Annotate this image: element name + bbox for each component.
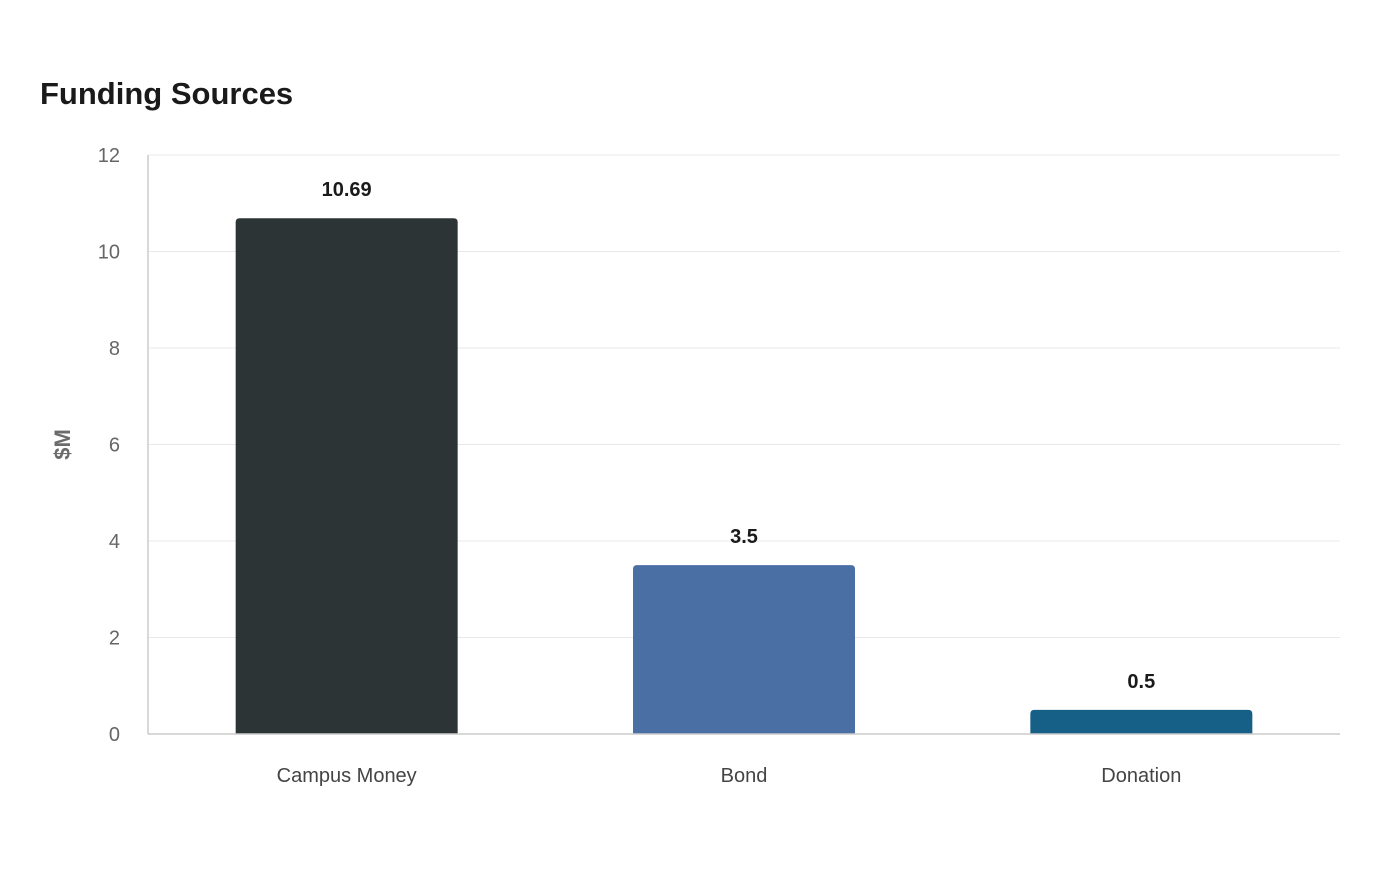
x-axis-categories: Campus Money Bond Donation (277, 765, 1182, 787)
chart-title: Funding Sources (40, 76, 294, 111)
x-category-label: Bond (721, 765, 768, 787)
x-category-label: Donation (1101, 765, 1181, 787)
y-axis-title: $M (50, 429, 75, 460)
bar (633, 565, 855, 734)
bar (1030, 709, 1253, 734)
y-tick-label: 6 (109, 435, 120, 457)
bars (235, 218, 1253, 734)
data-label: 10.69 (322, 179, 372, 201)
data-label: 0.5 (1127, 671, 1155, 693)
y-tick-label: 2 (109, 628, 120, 650)
data-label: 3.5 (730, 526, 758, 548)
y-tick-label: 12 (98, 145, 120, 167)
x-category-label: Campus Money (277, 765, 417, 787)
y-tick-label: 4 (109, 531, 120, 553)
bar (235, 218, 458, 734)
data-labels: 10.69 3.5 0.5 (322, 179, 1156, 693)
y-tick-label: 8 (109, 338, 120, 360)
y-axis-ticks: 0 2 4 6 8 10 12 (98, 145, 120, 746)
y-tick-label: 10 (98, 242, 120, 264)
y-tick-label: 0 (109, 724, 120, 746)
